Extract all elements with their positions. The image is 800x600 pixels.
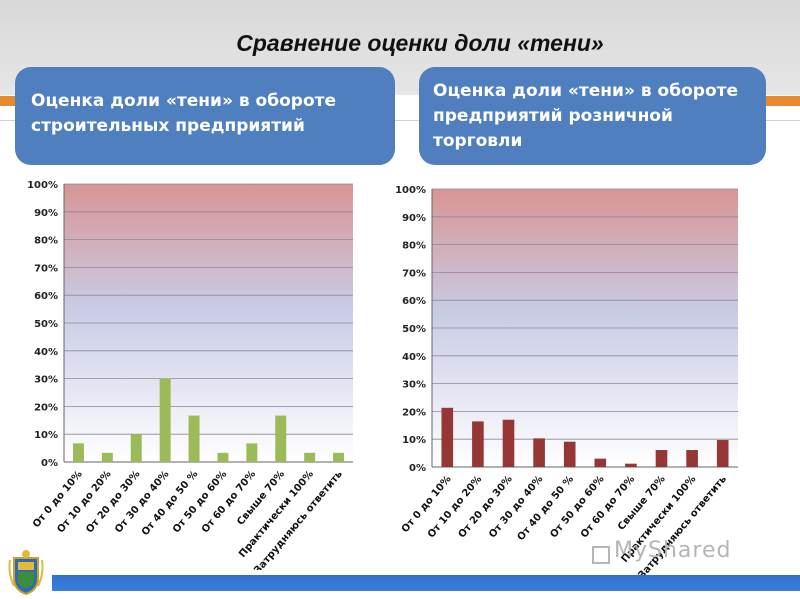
watermark: MyShared [592,538,732,564]
retail-bar [563,441,576,467]
retail-bar [594,458,607,467]
construction-ytick-label: 30% [34,375,58,386]
retail-category-label: От 50 до 60% [548,474,606,540]
construction-ytick-label: 0% [41,458,58,469]
retail-ytick-label: 60% [402,296,426,307]
retail-ytick-label: 30% [402,380,426,391]
watermark-text: MyShared [614,538,732,563]
retail-ytick-label: 70% [402,268,426,279]
construction-ytick-label: 70% [34,263,58,274]
retail-bar [533,438,545,467]
construction-bar [333,452,345,462]
retail-ytick-label: 40% [402,352,426,363]
retail-ytick-label: 100% [395,185,426,196]
retail-ytick-label: 10% [402,435,426,446]
retail-category-label: От 30 до 40% [487,474,545,540]
construction-category-label: От 20 до 30% [84,469,142,535]
retail-ytick-label: 90% [402,213,426,224]
panel-construction: Оценка доли «тени» в обороте строительны… [15,67,395,165]
construction-ytick-label: 80% [34,236,58,247]
panel-retail: Оценка доли «тени» в обороте предприятий… [419,67,766,165]
slide-title: Сравнение оценки доли «тени» [236,30,604,56]
divider-line [0,120,800,121]
retail-category-label: От 10 до 20% [426,474,484,540]
retail-bar [472,421,484,467]
construction-ytick-label: 60% [34,291,58,302]
construction-bar [246,443,258,462]
accent-bar-right [766,96,800,106]
construction-bar [72,443,84,462]
construction-ytick-label: 10% [34,430,58,441]
construction-category-label: От 10 до 20% [55,469,113,535]
construction-ytick-label: 20% [34,402,58,413]
chart-retail: 0%10%20%30%40%50%60%70%80%90%100%От 0 до… [395,185,738,575]
construction-bar [275,415,287,462]
retail-ytick-label: 20% [402,407,426,418]
coat-of-arms-icon [8,550,44,596]
retail-category-label: От 60 до 70% [579,474,637,540]
construction-category-label: От 30 до 40% [113,469,171,535]
retail-category-label: От 40 до 50 % [515,474,576,543]
construction-ytick-label: 100% [27,180,58,191]
panel-construction-label: Оценка доли «тени» в обороте строительны… [31,91,337,136]
construction-ytick-label: 40% [34,347,58,358]
panel-retail-label: Оценка доли «тени» в обороте предприятий… [433,81,739,151]
construction-bar [304,452,316,462]
presentation-icon [592,546,610,564]
retail-bar [441,407,454,467]
retail-bar [655,450,668,467]
retail-bar [625,463,637,467]
footer-bar [52,575,800,591]
construction-bar [101,452,113,462]
retail-bar [502,419,515,467]
construction-ytick-label: 90% [34,208,58,219]
retail-ytick-label: 0% [409,463,426,474]
construction-bar [159,378,171,462]
construction-category-label: От 50 до 60% [171,469,229,535]
chart-construction: 0% 10% 20% 30% 40% 50% 60% 70% 80% 90% 100% От 0 до… [27,180,353,570]
construction-category-label: От 0 до 10% [31,469,85,530]
construction-category-label: От 60 до 70% [200,469,258,535]
retail-ytick-label: 50% [402,324,426,335]
construction-ytick-label: 50% [34,319,58,330]
construction-bar [130,434,142,462]
retail-ytick-label: 80% [402,241,426,252]
retail-category-label: От 20 до 30% [457,474,515,540]
construction-bar [188,415,200,462]
retail-bar [686,450,698,467]
accent-bar-left [0,96,16,106]
retail-bar [716,440,729,467]
construction-bar [217,452,229,462]
